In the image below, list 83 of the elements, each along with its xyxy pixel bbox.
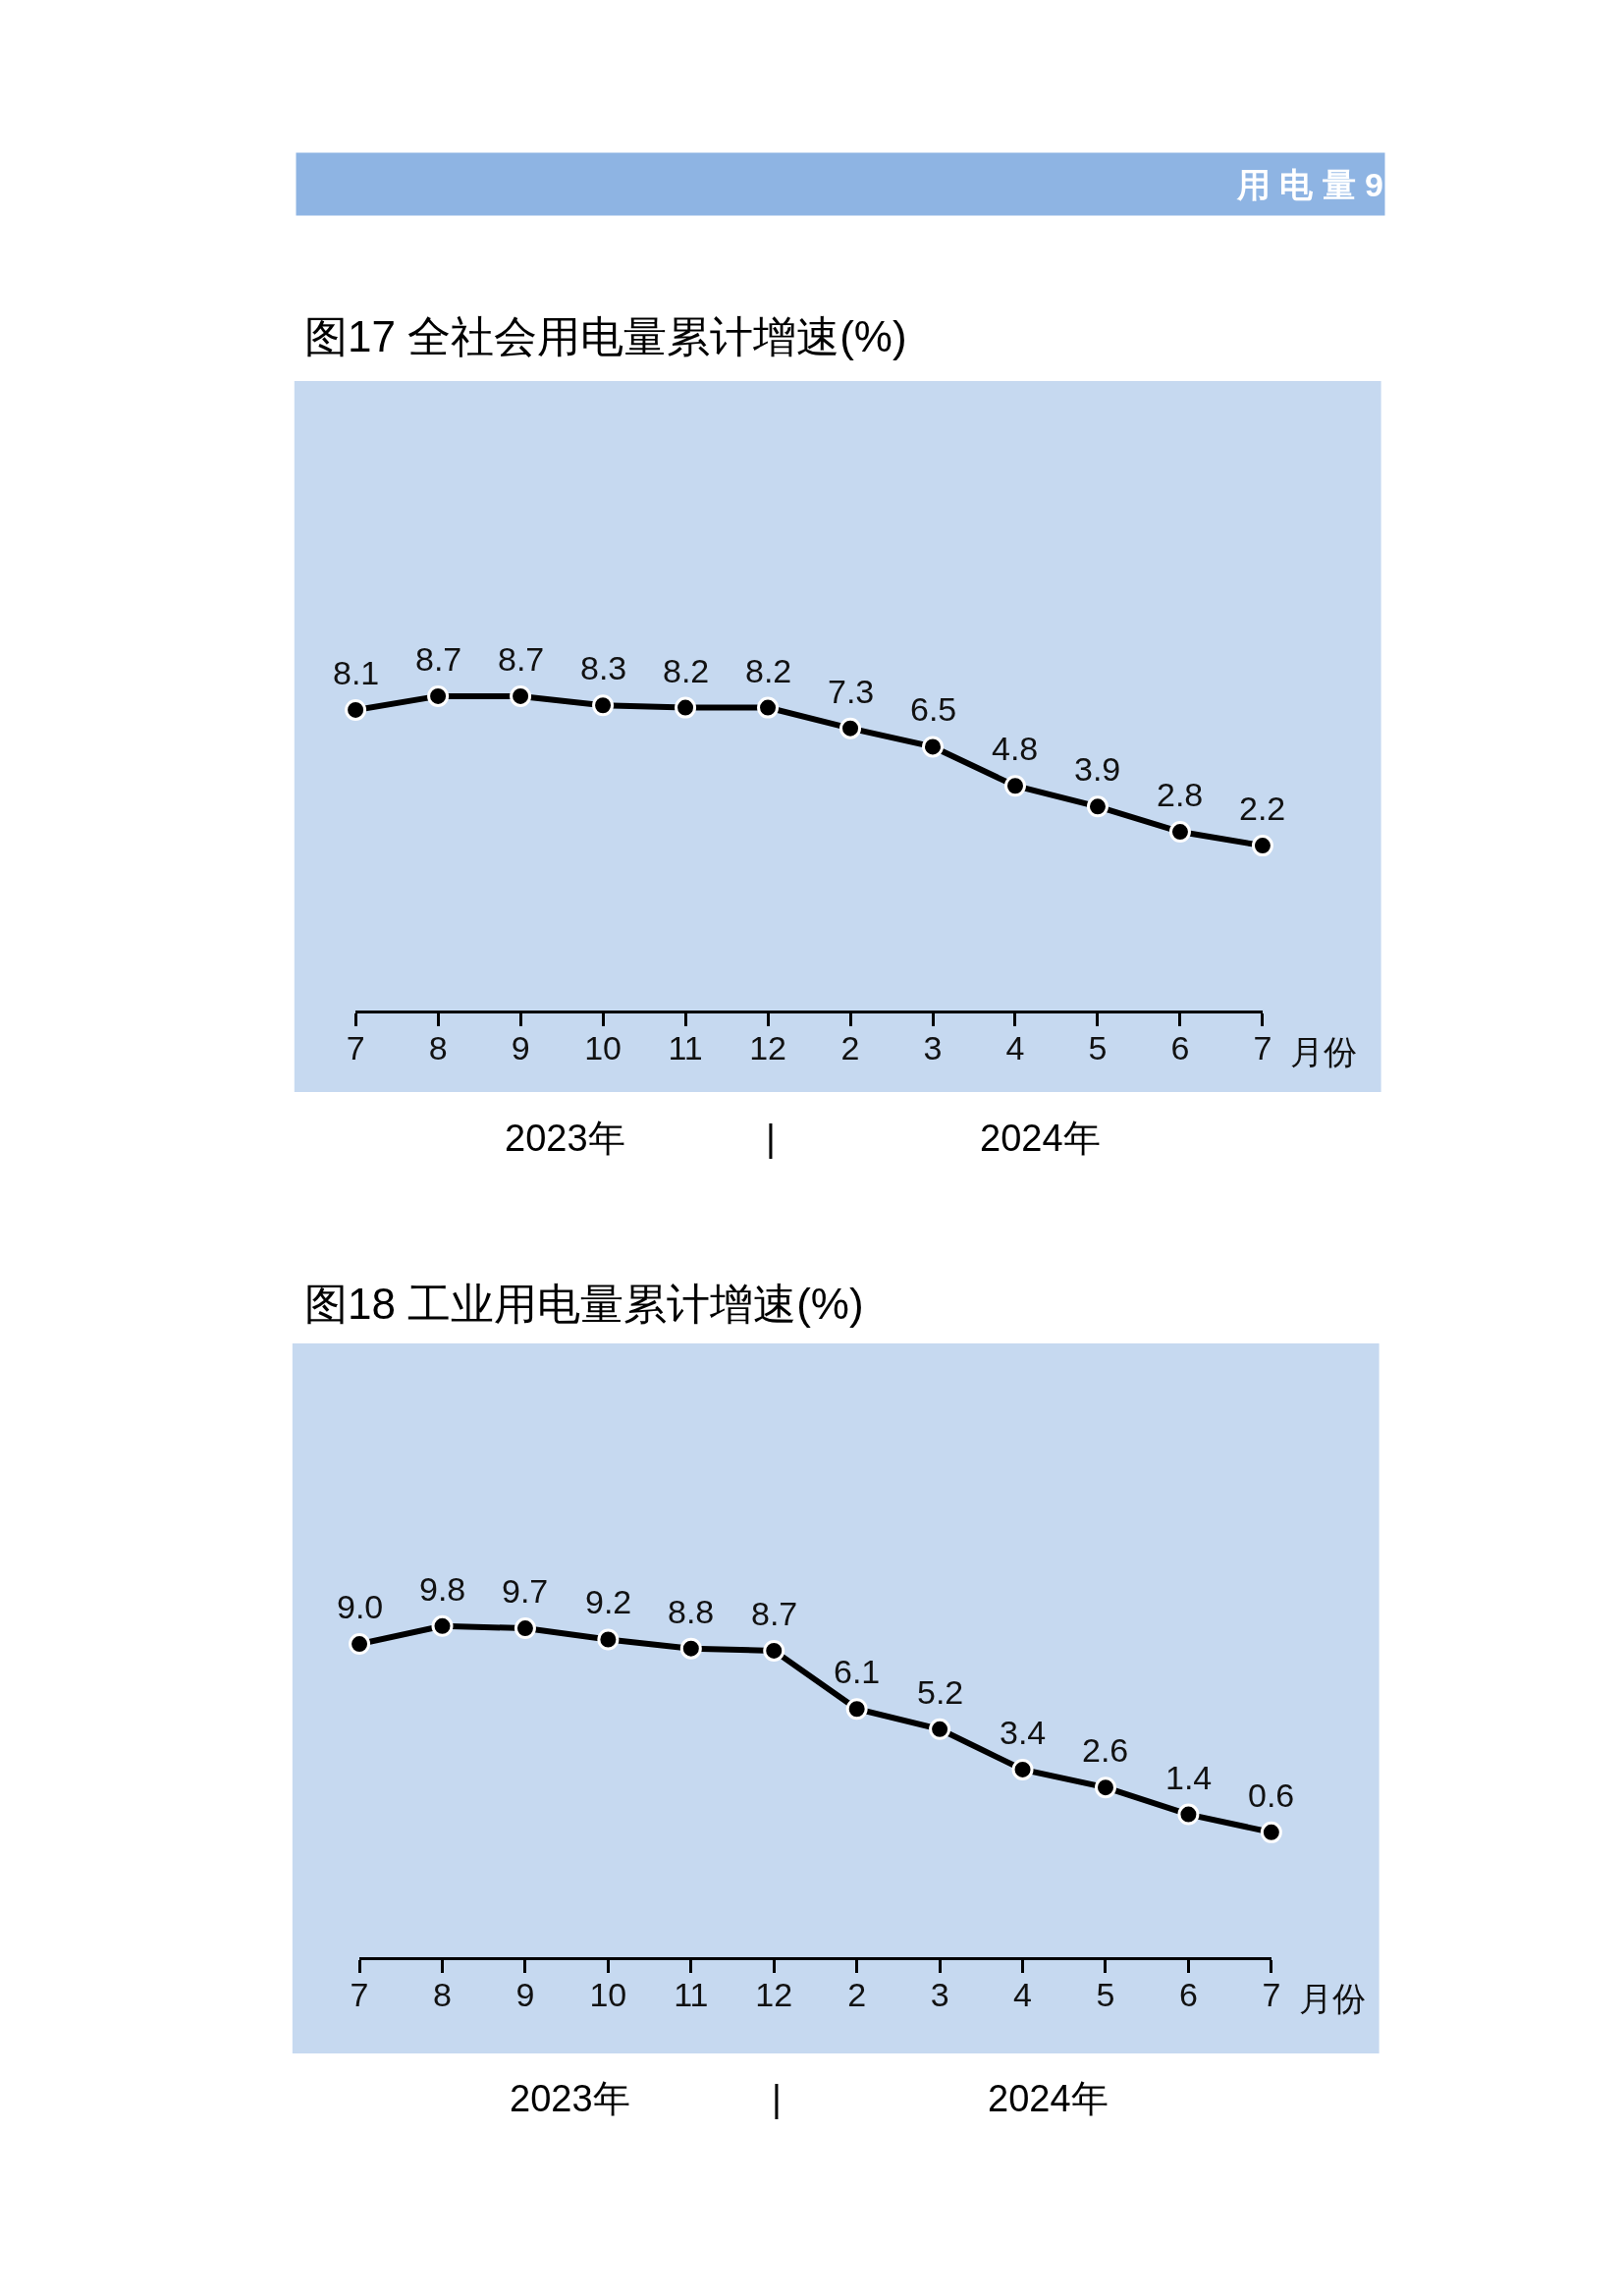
point xyxy=(839,717,862,739)
x-tick-label: 5 xyxy=(1096,1975,1115,2013)
point xyxy=(757,696,780,719)
x-tick-label: 2 xyxy=(840,1028,860,1066)
data-label: 2.8 xyxy=(1157,776,1204,813)
point xyxy=(1260,1821,1282,1843)
point xyxy=(675,696,697,719)
data-label: 5.2 xyxy=(917,1673,964,1711)
point xyxy=(597,1628,620,1651)
data-label: 8.8 xyxy=(668,1593,715,1630)
x-tick-label: 11 xyxy=(668,1028,703,1066)
point xyxy=(427,684,450,707)
text: | xyxy=(766,1118,776,1159)
point xyxy=(922,736,944,758)
x-tick-label: 9 xyxy=(511,1028,530,1066)
text: 2023年 xyxy=(510,2078,630,2119)
data-label: 7.3 xyxy=(828,673,875,710)
data-label: 8.1 xyxy=(333,654,380,691)
x-tick-label: 7 xyxy=(346,1028,365,1066)
point xyxy=(592,694,615,717)
data-label: 2.2 xyxy=(1239,790,1286,827)
point xyxy=(514,1617,536,1640)
data-label: 8.3 xyxy=(580,649,627,686)
x-tick-label: 9 xyxy=(515,1975,535,2013)
point xyxy=(345,698,367,721)
data-label: 3.4 xyxy=(1000,1714,1047,1751)
point xyxy=(1177,1803,1200,1826)
point xyxy=(1168,821,1191,844)
x-tick-label: 4 xyxy=(1013,1975,1032,2013)
point xyxy=(1251,835,1273,857)
x-tick-label: 5 xyxy=(1088,1028,1108,1066)
x-tick-label: 2 xyxy=(847,1975,867,2013)
x-tick-label: 8 xyxy=(428,1028,448,1066)
x-tick-label: 12 xyxy=(749,1028,786,1066)
x-tick-label: 8 xyxy=(433,1975,452,2013)
data-label: 3.9 xyxy=(1074,750,1121,788)
point xyxy=(349,1633,371,1656)
point xyxy=(1011,1758,1034,1780)
text: 用 电 量 9 xyxy=(1235,165,1383,203)
data-label: 9.2 xyxy=(585,1583,632,1620)
text: 2024年 xyxy=(988,2078,1109,2119)
point xyxy=(845,1698,868,1721)
data-label: 8.2 xyxy=(663,652,710,689)
x-tick-label: 10 xyxy=(584,1028,622,1066)
chart-title: 图17 全社会用电量累计增速(%) xyxy=(304,312,907,360)
point xyxy=(1094,1777,1116,1799)
x-tick-label: 7 xyxy=(1253,1028,1272,1066)
x-axis-title: 月份 xyxy=(1290,1033,1357,1070)
data-label: 9.0 xyxy=(337,1588,384,1625)
x-tick-label: 12 xyxy=(755,1975,793,2013)
chart-title: 图18 工业用电量累计增速(%) xyxy=(304,1280,864,1328)
x-tick-label: 7 xyxy=(350,1975,369,2013)
x-tick-label: 10 xyxy=(589,1975,627,2013)
point xyxy=(763,1639,785,1662)
x-tick-label: 3 xyxy=(923,1028,943,1066)
data-label: 4.8 xyxy=(992,730,1039,767)
data-label: 8.2 xyxy=(745,652,792,689)
data-label: 2.6 xyxy=(1082,1731,1129,1769)
point xyxy=(679,1637,702,1660)
text: 2023年 xyxy=(505,1118,625,1159)
data-label: 8.7 xyxy=(751,1595,798,1632)
x-tick-label: 3 xyxy=(930,1975,949,2013)
data-label: 9.8 xyxy=(419,1570,466,1608)
point xyxy=(1086,795,1109,818)
point xyxy=(929,1718,951,1740)
data-label: 6.1 xyxy=(834,1653,881,1690)
text: | xyxy=(772,2078,782,2119)
x-tick-label: 6 xyxy=(1170,1028,1190,1066)
data-label: 9.7 xyxy=(502,1572,549,1610)
x-axis-title: 月份 xyxy=(1299,1980,1366,2017)
x-tick-label: 4 xyxy=(1005,1028,1025,1066)
x-tick-label: 6 xyxy=(1178,1975,1198,2013)
data-label: 1.4 xyxy=(1165,1759,1213,1796)
x-tick-label: 11 xyxy=(674,1975,709,2013)
point xyxy=(1004,775,1026,797)
x-tick-label: 7 xyxy=(1262,1975,1281,2013)
text: 2024年 xyxy=(980,1118,1101,1159)
point xyxy=(510,684,532,707)
data-label: 0.6 xyxy=(1248,1777,1295,1814)
data-label: 8.7 xyxy=(498,640,545,678)
point xyxy=(431,1614,454,1637)
data-label: 6.5 xyxy=(910,690,957,728)
data-label: 8.7 xyxy=(415,640,462,678)
